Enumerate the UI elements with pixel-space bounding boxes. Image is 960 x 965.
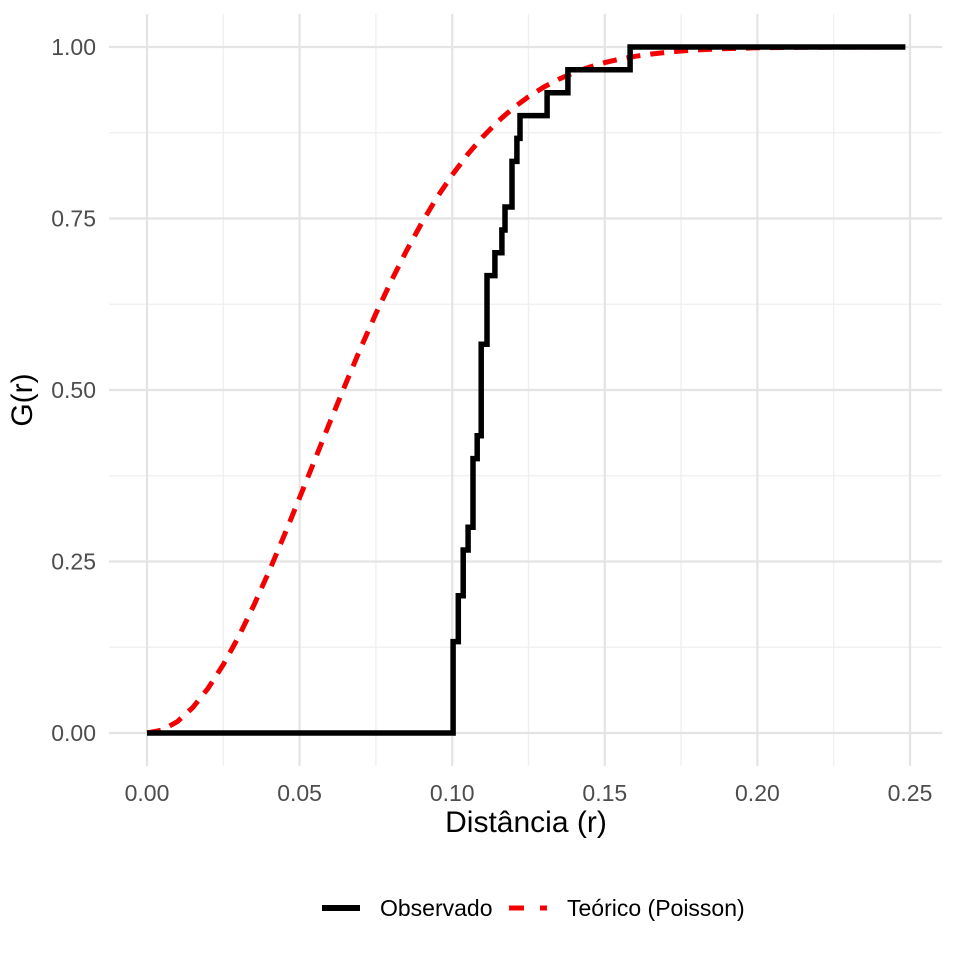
y-tick-label: 0.75 bbox=[51, 206, 96, 232]
y-axis-title: G(r) bbox=[6, 373, 39, 426]
x-tick-label: 0.00 bbox=[125, 780, 170, 806]
series-observed bbox=[147, 44, 906, 736]
legend-label-observed: Observado bbox=[380, 895, 493, 921]
legend: Observado Teórico (Poisson) bbox=[322, 895, 745, 921]
legend-label-theoretical: Teórico (Poisson) bbox=[567, 895, 745, 921]
y-tick-label: 0.00 bbox=[51, 720, 96, 746]
x-axis-title: Distância (r) bbox=[445, 806, 607, 839]
y-tick-label: 1.00 bbox=[51, 34, 96, 60]
x-tick-label: 0.20 bbox=[735, 780, 780, 806]
y-tick-label: 0.50 bbox=[51, 377, 96, 403]
x-tick-label: 0.15 bbox=[582, 780, 627, 806]
x-axis-tick-labels: 0.00 0.05 0.10 0.15 0.20 0.25 bbox=[125, 780, 933, 806]
y-tick-label: 0.25 bbox=[51, 549, 96, 575]
y-axis-tick-labels: 0.00 0.25 0.50 0.75 1.00 bbox=[51, 34, 96, 746]
x-tick-label: 0.10 bbox=[430, 780, 475, 806]
grid-major bbox=[109, 14, 942, 766]
observed-step-line bbox=[147, 44, 906, 736]
x-tick-label: 0.05 bbox=[277, 780, 322, 806]
x-tick-label: 0.25 bbox=[888, 780, 933, 806]
